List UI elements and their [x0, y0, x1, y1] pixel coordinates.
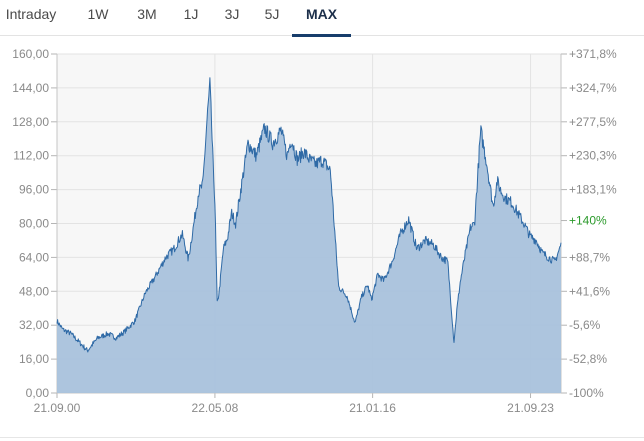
series-area [57, 77, 561, 393]
right-tick-label: +183,1% [569, 183, 617, 197]
y-tick-label: 0,00 [26, 386, 50, 400]
y-tick-label: 64,00 [19, 250, 49, 264]
y-tick-label: 112,00 [13, 149, 49, 163]
y-tick-label: 48,00 [19, 284, 49, 298]
bottom-divider [0, 437, 644, 438]
x-tick-label: 21.09.00 [34, 401, 81, 415]
x-tick-label: 21.01.16 [349, 401, 396, 415]
tab-5j[interactable]: 5J [264, 6, 280, 22]
right-tick-label: +41,6% [569, 284, 610, 298]
right-tick-label: -100% [569, 386, 604, 400]
series-line [56, 77, 562, 353]
tab-3j[interactable]: 3J [224, 6, 240, 22]
right-tick-label: -5,6% [569, 318, 601, 332]
tab-max[interactable]: MAX [292, 0, 351, 37]
right-tick-label: +277,5% [569, 115, 617, 129]
right-tick-label: +371,8% [569, 47, 617, 61]
x-tick-label: 21.09.23 [507, 401, 554, 415]
tab-intraday[interactable]: Intraday [5, 6, 57, 22]
y-tick-label: 80,00 [19, 217, 49, 231]
price-chart: 0,00 16,00 32,00 48,00 64,00 80,00 96,00 112,00… [0, 36, 644, 441]
timeframe-tabs: Intraday 1W 3M 1J 3J 5J MAX [0, 0, 644, 37]
x-tick-label: 22.05.08 [192, 401, 239, 415]
tab-3m[interactable]: 3M [137, 6, 157, 22]
y-tick-label: 32,00 [19, 318, 49, 332]
y-tick-label: 96,00 [19, 183, 49, 197]
y-tick-label: 144,00 [12, 81, 49, 95]
tab-1w[interactable]: 1W [87, 6, 109, 22]
current-value-label: +140% [569, 214, 607, 228]
y-tick-label: 16,00 [19, 352, 49, 366]
right-tick-label: +324,7% [569, 81, 617, 95]
y-tick-label: 128,00 [12, 115, 49, 129]
tab-1j[interactable]: 1J [183, 6, 199, 22]
right-tick-label: +230,3% [569, 149, 617, 163]
right-tick-label: +88,7% [569, 250, 610, 264]
right-tick-label: -52,8% [569, 352, 607, 366]
y-tick-label: 160,00 [12, 47, 49, 61]
chart-svg: 0,00 16,00 32,00 48,00 64,00 80,00 96,00 112,00… [12, 47, 617, 415]
